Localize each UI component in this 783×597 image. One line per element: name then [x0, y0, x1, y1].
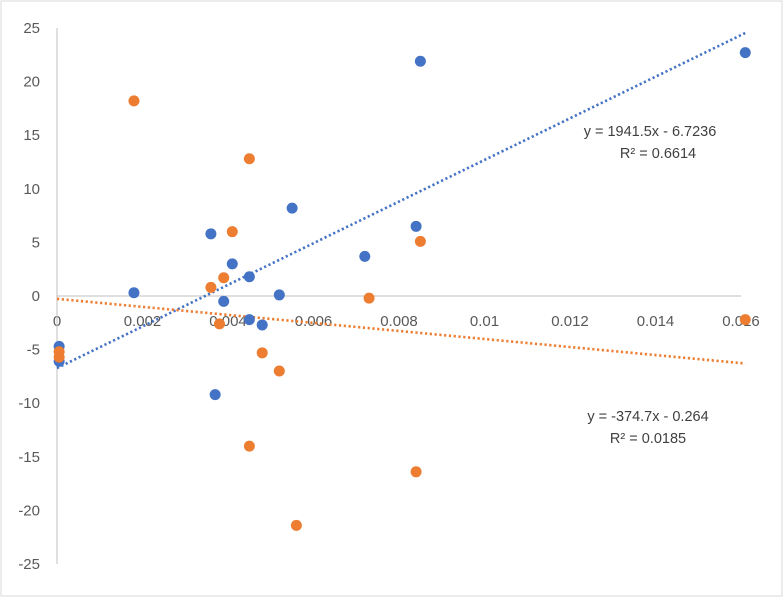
x-tick-label: 0.01: [470, 313, 499, 330]
x-tick-label: 0.014: [637, 313, 675, 330]
data-point-series-2: [213, 318, 225, 330]
y-tick-label: 15: [23, 127, 40, 144]
data-point-series-2: [243, 440, 255, 452]
data-point-series-2: [218, 272, 230, 284]
y-tick-label: 20: [23, 74, 40, 91]
data-point-series-1: [243, 271, 255, 283]
data-point-series-1: [226, 258, 238, 270]
y-tick-label: -10: [18, 395, 40, 412]
y-tick-label: 25: [23, 20, 40, 37]
data-point-series-1: [256, 319, 268, 331]
data-point-series-1: [218, 295, 230, 307]
data-point-series-2: [226, 226, 238, 238]
series-1-equation: y = 1941.5x - 6.7236: [584, 124, 717, 140]
series-2-equation: y = -374.7x - 0.264: [587, 409, 708, 425]
y-tick-label: -5: [27, 342, 40, 359]
y-axis-labels: -25 -20 -15 -10 -5 0 5 10 15 20 25: [18, 20, 40, 573]
data-point-series-2: [243, 153, 255, 165]
data-points: [53, 47, 751, 531]
data-point-series-2: [128, 95, 140, 107]
y-tick-label: 10: [23, 181, 40, 198]
y-tick-label: -15: [18, 449, 40, 466]
y-tick-label: -20: [18, 502, 40, 519]
data-point-series-2: [256, 347, 268, 359]
data-point-series-1: [273, 289, 285, 301]
y-tick-label: -25: [18, 556, 40, 573]
trendline-series-2: [56, 297, 746, 365]
data-point-series-2: [739, 314, 751, 326]
x-tick-label: 0.002: [124, 313, 162, 330]
data-point-series-2: [414, 235, 426, 247]
data-point-series-1: [359, 250, 371, 262]
data-point-series-1: [128, 287, 140, 299]
data-point-series-2: [290, 519, 302, 531]
x-tick-label: 0.012: [551, 313, 589, 330]
data-point-series-2: [205, 281, 217, 293]
data-point-series-2: [273, 365, 285, 377]
data-point-series-2: [363, 292, 375, 304]
data-point-series-2: [410, 466, 422, 478]
data-point-series-1: [209, 389, 221, 401]
data-point-series-2: [53, 351, 65, 363]
x-tick-label: 0.008: [380, 313, 418, 330]
y-tick-label: 5: [32, 234, 40, 251]
data-point-series-1: [410, 220, 422, 232]
series-1-r-squared: R² = 0.6614: [620, 146, 696, 162]
data-point-series-1: [286, 202, 298, 214]
data-point-series-1: [739, 47, 751, 59]
data-point-series-1: [414, 55, 426, 67]
data-point-series-1: [243, 314, 255, 326]
trendlines: [56, 31, 746, 370]
x-tick-label: 0.006: [295, 313, 333, 330]
y-tick-label: 0: [32, 288, 40, 305]
data-point-series-1: [205, 228, 217, 240]
series-2-r-squared: R² = 0.0185: [610, 431, 686, 447]
